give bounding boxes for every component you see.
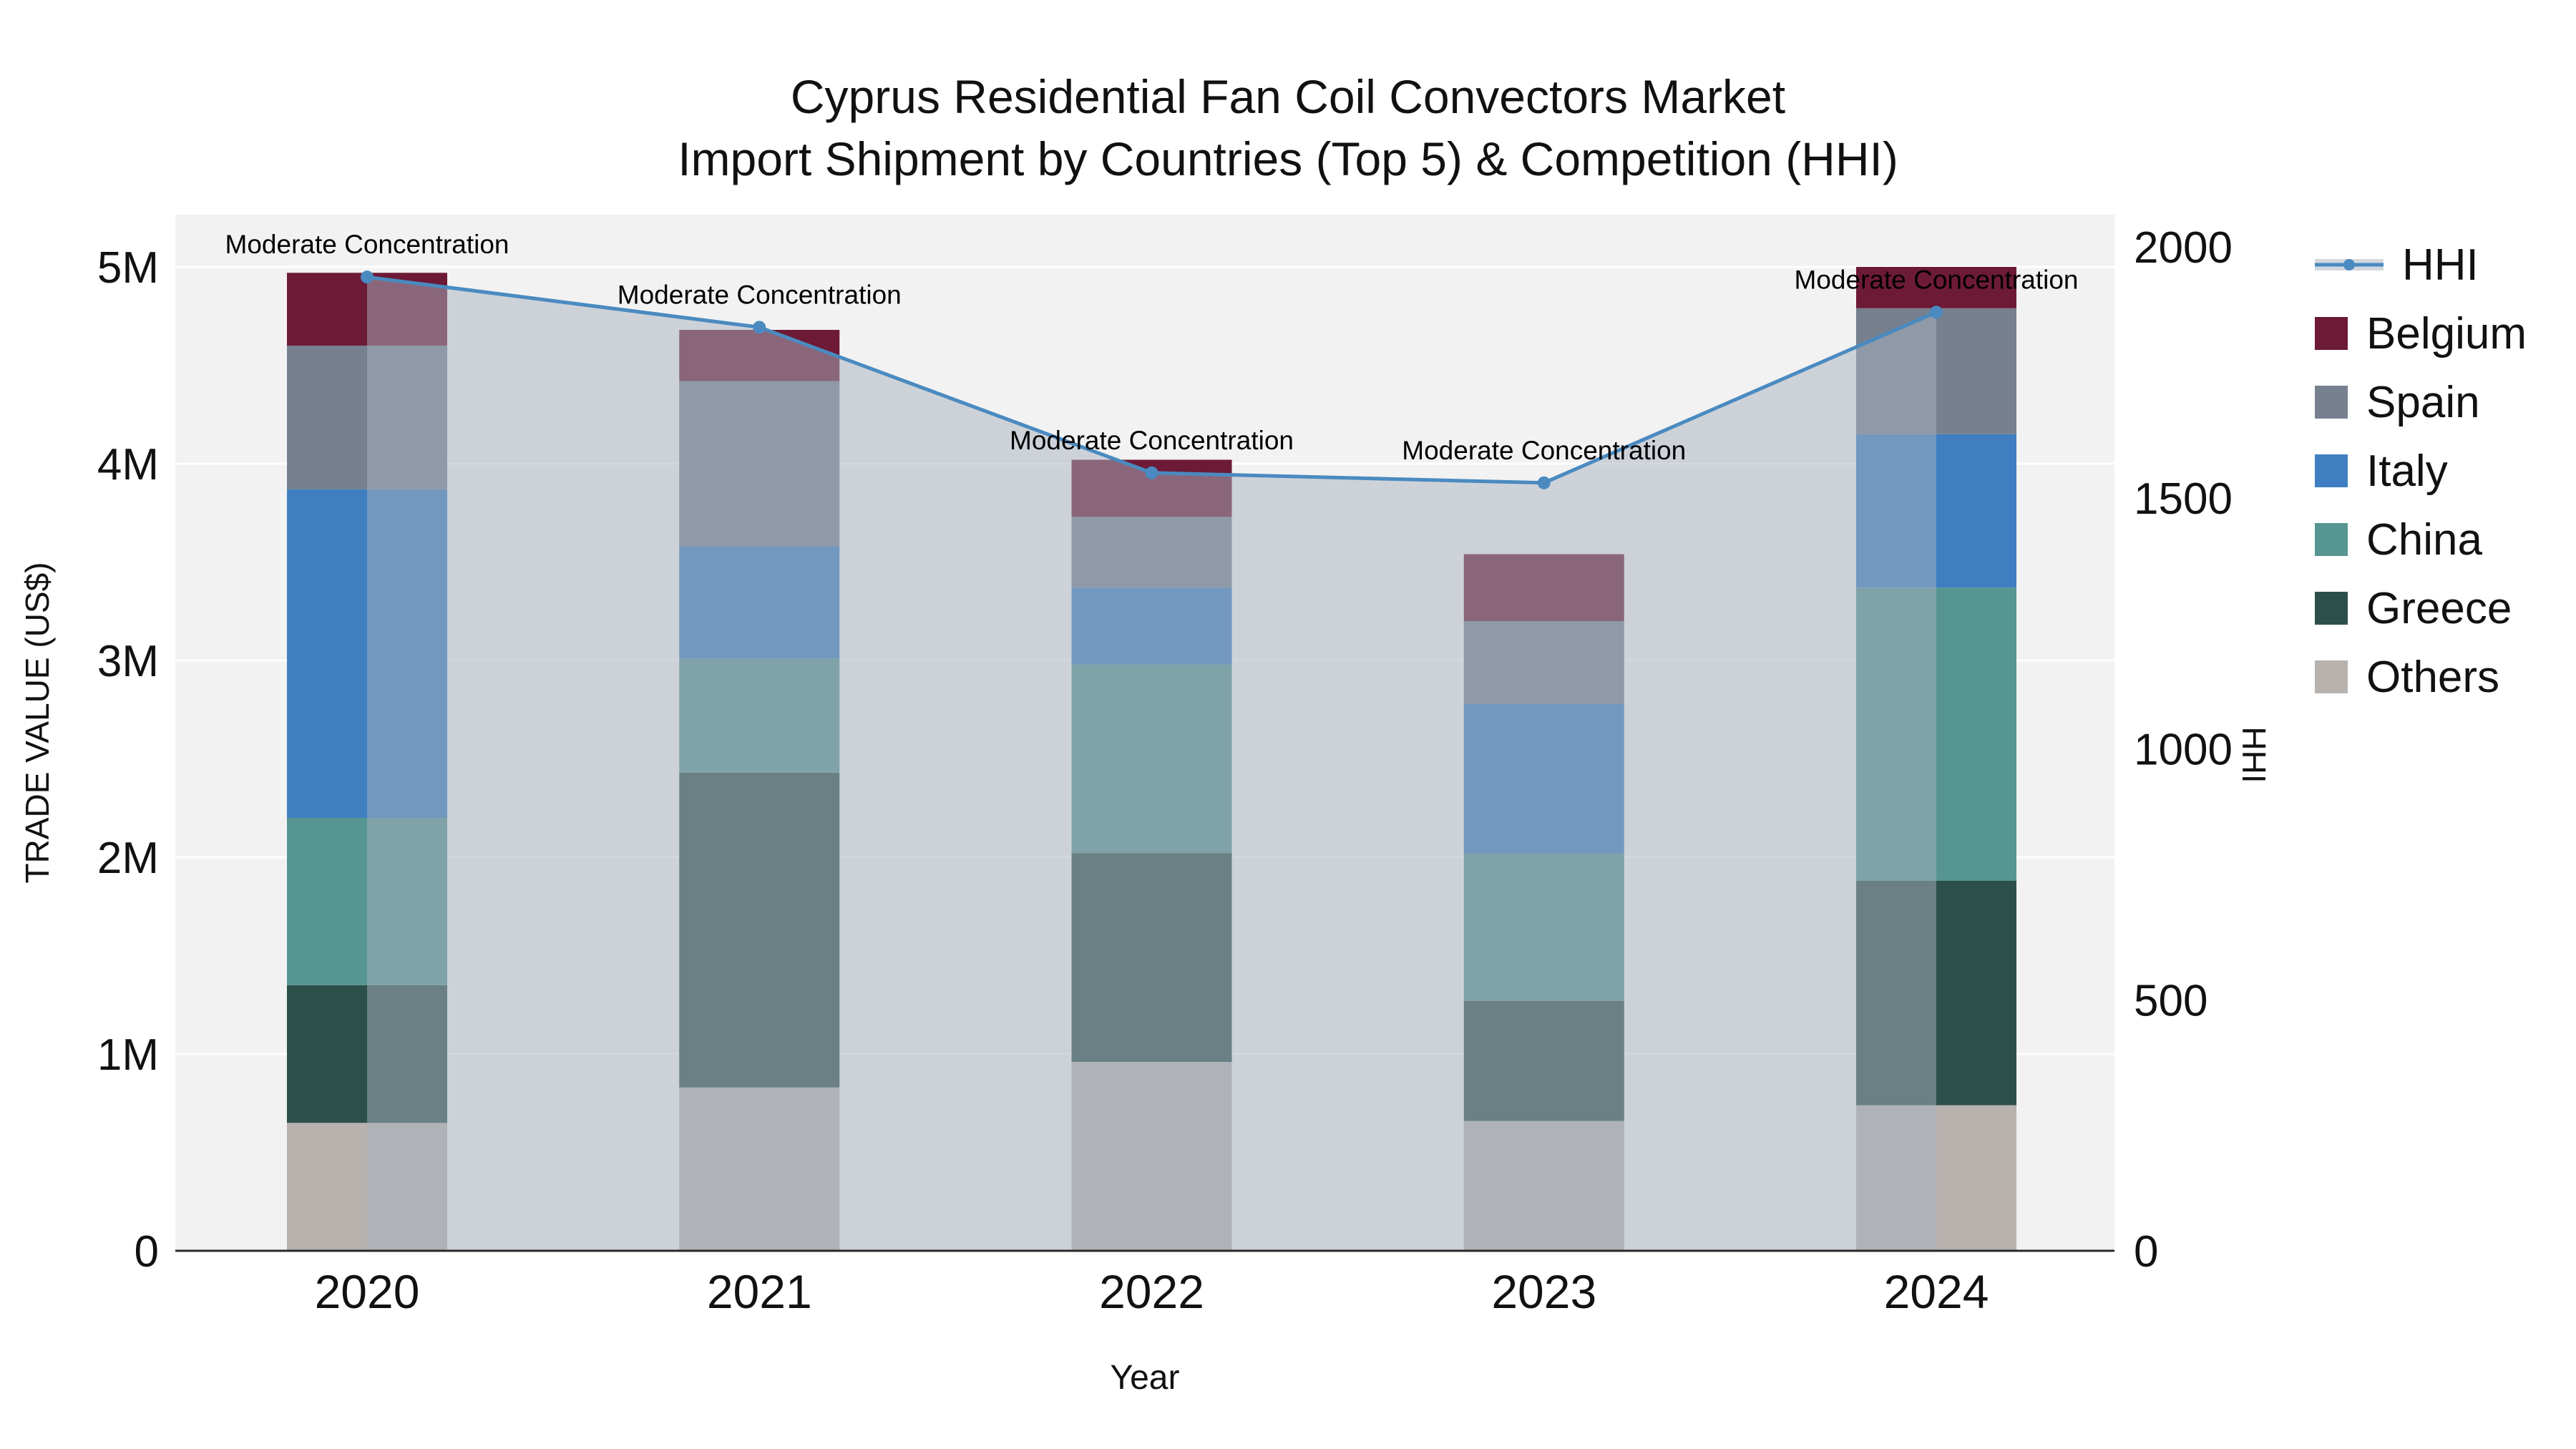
- legend-item-italy[interactable]: Italy: [2315, 436, 2527, 505]
- legend-label-china: China: [2366, 514, 2482, 565]
- legend-item-hhi[interactable]: HHI: [2315, 230, 2527, 299]
- y-right-tick-1000: 1000: [2134, 726, 2233, 775]
- legend-label-belgium: Belgium: [2366, 308, 2527, 358]
- greece-color-swatch-icon: [2315, 592, 2348, 625]
- chart-title: Cyprus Residential Fan Coil Convectors M…: [0, 66, 2576, 190]
- belgium-color-swatch-icon: [2315, 317, 2348, 350]
- y-left-tick-1M: 1M: [97, 1030, 159, 1080]
- bar-segment-belgium-2024[interactable]: [1856, 267, 2016, 308]
- y-left-tick-2M: 2M: [97, 834, 159, 883]
- y-left-tick-0: 0: [135, 1227, 159, 1277]
- hhi-marker-2020[interactable]: [361, 270, 374, 284]
- hhi-marker-2021[interactable]: [753, 321, 766, 334]
- legend-label-spain: Spain: [2366, 377, 2480, 427]
- x-tick-2021: 2021: [707, 1265, 812, 1318]
- legend-item-china[interactable]: China: [2315, 505, 2527, 574]
- legend-item-others[interactable]: Others: [2315, 643, 2527, 711]
- y-right-tick-500: 500: [2134, 976, 2207, 1025]
- y-right-tick-2000: 2000: [2134, 223, 2233, 273]
- x-tick-2020: 2020: [315, 1265, 420, 1318]
- legend: HHI Belgium Spain Italy China Greece Others: [2315, 230, 2527, 711]
- hhi-area-fill: [367, 277, 1936, 1251]
- y-axis-left-title: TRADE VALUE (US$): [19, 562, 56, 884]
- italy-color-swatch-icon: [2315, 454, 2348, 487]
- annotation-2022: Moderate Concentration: [1010, 426, 1294, 455]
- x-tick-2022: 2022: [1099, 1265, 1204, 1318]
- legend-item-belgium[interactable]: Belgium: [2315, 299, 2527, 368]
- annotation-2021: Moderate Concentration: [618, 280, 902, 309]
- chart-title-line1: Cyprus Residential Fan Coil Convectors M…: [790, 70, 1786, 123]
- hhi-marker-2022[interactable]: [1145, 466, 1158, 479]
- china-color-swatch-icon: [2315, 523, 2348, 556]
- y-right-tick-0: 0: [2134, 1227, 2158, 1277]
- annotation-2023: Moderate Concentration: [1402, 436, 1686, 465]
- hhi-marker-2023[interactable]: [1537, 476, 1551, 489]
- y-left-tick-3M: 3M: [97, 637, 159, 686]
- others-color-swatch-icon: [2315, 660, 2348, 693]
- x-axis-title: Year: [1110, 1359, 1180, 1397]
- x-tick-2024: 2024: [1884, 1265, 1989, 1318]
- legend-item-greece[interactable]: Greece: [2315, 574, 2527, 643]
- legend-item-spain[interactable]: Spain: [2315, 368, 2527, 436]
- y-left-tick-5M: 5M: [97, 243, 159, 293]
- legend-label-hhi: HHI: [2402, 240, 2479, 290]
- annotation-2024: Moderate Concentration: [1795, 265, 2079, 294]
- y-right-tick-1500: 1500: [2134, 474, 2233, 524]
- chart-title-line2: Import Shipment by Countries (Top 5) & C…: [678, 132, 1898, 186]
- hhi-marker-2024[interactable]: [1930, 306, 1943, 319]
- y-left-tick-4M: 4M: [97, 440, 159, 489]
- legend-label-greece: Greece: [2366, 583, 2512, 633]
- annotation-2020: Moderate Concentration: [225, 230, 509, 259]
- hhi-line-swatch-icon: [2315, 259, 2384, 270]
- x-tick-2023: 2023: [1491, 1265, 1596, 1318]
- y-axis-right-title: HHI: [2235, 726, 2273, 784]
- legend-label-others: Others: [2366, 652, 2500, 702]
- legend-label-italy: Italy: [2366, 446, 2448, 496]
- spain-color-swatch-icon: [2315, 386, 2348, 419]
